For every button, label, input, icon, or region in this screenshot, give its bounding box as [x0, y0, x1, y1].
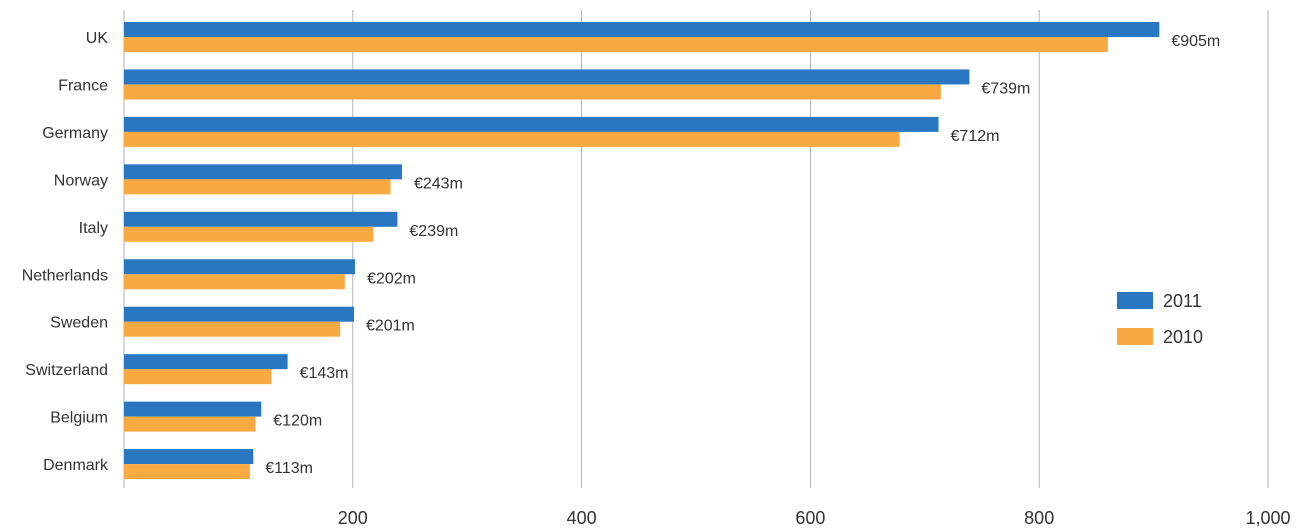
bar-2011-sweden [124, 306, 354, 322]
bar-2010-germany [124, 131, 900, 147]
category-label: Netherlands [22, 267, 108, 284]
category-label: France [58, 77, 108, 94]
bar-2011-uk [124, 22, 1160, 37]
labels: 200 400 600 800 1,000 UK €905m France €739m Germa… [22, 30, 1291, 528]
category-label: UK [86, 30, 109, 47]
value-label: €120m [273, 413, 322, 430]
value-label: €243m [414, 175, 463, 192]
category-label: Denmark [43, 457, 109, 474]
bar-2010-netherlands [124, 274, 345, 290]
value-label: €202m [367, 270, 416, 287]
bar-2011-italy [124, 211, 398, 227]
bar-2010-sweden [124, 321, 341, 337]
legend: 2011 2010 [1117, 291, 1203, 347]
value-label: €905m [1171, 33, 1220, 50]
legend-swatch-2011 [1117, 292, 1153, 309]
x-tick-label: 800 [1024, 508, 1054, 528]
bar-2011-germany [124, 116, 939, 132]
legend-swatch-2010 [1117, 328, 1153, 345]
category-label: Germany [42, 125, 108, 142]
bar-2011-netherlands [124, 259, 356, 275]
bar-2011-denmark [124, 449, 254, 465]
x-tick-label: 200 [338, 508, 368, 528]
bar-2010-belgium [124, 416, 256, 432]
value-label: €143m [300, 365, 349, 382]
bar-2010-norway [124, 179, 391, 195]
x-tick-label: 600 [795, 508, 825, 528]
value-label: €739m [981, 80, 1030, 97]
category-label: Norway [54, 172, 108, 189]
value-label: €239m [409, 223, 458, 240]
x-tick-label: 400 [567, 508, 597, 528]
bar-2010-uk [124, 37, 1108, 52]
bar-2011-switzerland [124, 354, 288, 370]
value-label: €201m [366, 318, 415, 335]
category-label: Sweden [50, 315, 108, 332]
value-label: €113m [265, 460, 313, 477]
legend-label: 2010 [1163, 327, 1203, 347]
category-label: Belgium [50, 410, 108, 427]
bar-2010-italy [124, 226, 374, 242]
bar-2011-belgium [124, 401, 262, 417]
bar-2010-switzerland [124, 369, 272, 385]
category-label: Italy [79, 220, 108, 237]
bar-2011-norway [124, 164, 402, 180]
bars [124, 22, 1160, 480]
category-label: Switzerland [25, 362, 108, 379]
x-tick-label: 1,000 [1245, 508, 1290, 528]
legend-label: 2011 [1163, 291, 1202, 311]
bar-2010-denmark [124, 464, 250, 480]
bar-2010-france [124, 84, 941, 100]
value-label: €712m [951, 128, 1000, 145]
bar-2011-france [124, 69, 970, 85]
